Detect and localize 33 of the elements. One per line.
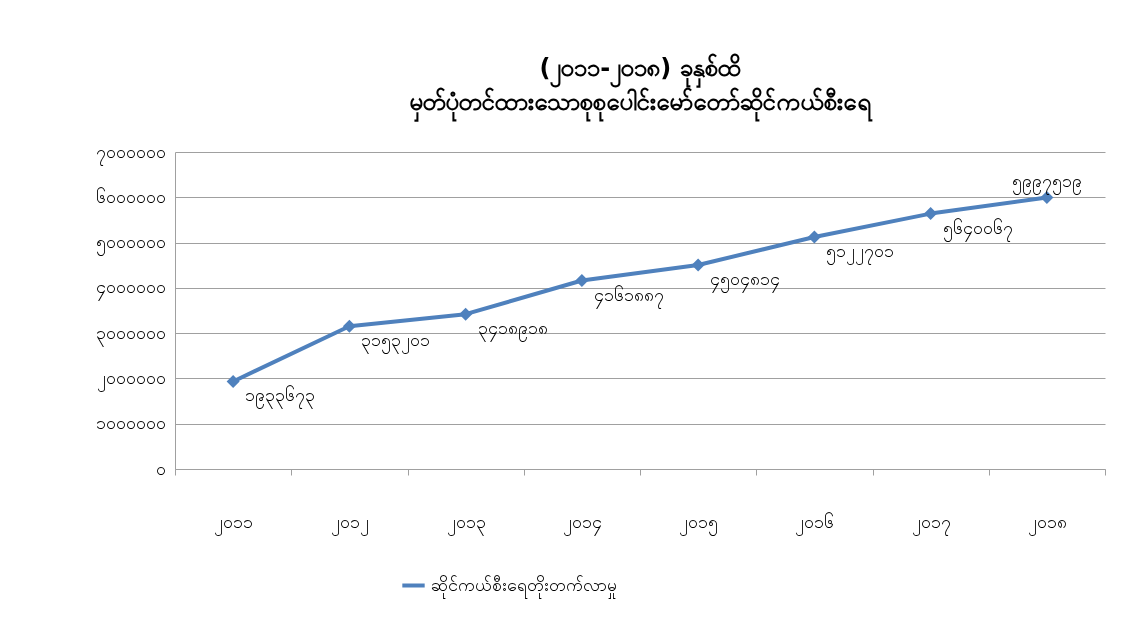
point — [342, 319, 356, 333]
legend-label: ဆိုင်ကယ်စီးရေတိုးတက်လာမှု — [431, 573, 617, 599]
data-label: ၄၅၀၄၈၁၄ — [710, 268, 781, 293]
x-tick-label: ၂၀၁၈ — [1027, 510, 1067, 536]
data-label: ၅၆၄၀၀၆၇ — [942, 216, 1013, 242]
data-label: ၅၁၂၂၇၀၁ — [826, 240, 895, 266]
data-label: ၃၁၅၃၂၀၁ — [361, 329, 431, 355]
data-label: ၃၄၁၈၉၁၈ — [477, 317, 548, 343]
data-label: ၁၉၃၃၆၇၃ — [245, 384, 316, 410]
point — [575, 274, 589, 288]
x-tick-label: ၂၀၁၃ — [446, 510, 486, 536]
y-tick-label: ၁၀၀၀၀၀၀ — [95, 412, 166, 434]
data-label: ၄၁၆၁၈၈၇ — [593, 283, 664, 309]
y-tick-label: ၃၀၀၀၀၀၀ — [95, 321, 166, 347]
y-tick-label: ၅၀၀၀၀၀၀ — [95, 231, 166, 257]
point — [226, 374, 240, 388]
x-tick-label: ၂၀၁၂ — [330, 510, 369, 536]
x-tick-label: ၂၀၁၄ — [562, 510, 602, 536]
x-tick-label: ၂၀၁၁ — [214, 510, 254, 536]
data-label: ၅၉၉၇၅၁၉ — [1011, 170, 1082, 196]
y-tick-label: ၇၀၀၀၀၀၀ — [95, 140, 166, 166]
point — [691, 258, 705, 272]
y-tick-label: ၄၀၀၀၀၀၀ — [95, 276, 166, 302]
y-tick-label: ၆၀၀၀၀၀၀ — [95, 185, 166, 207]
point — [459, 307, 473, 321]
y-tick-label: ၀ — [155, 457, 166, 479]
x-tick-label: ၂၀၁၇ — [911, 510, 951, 536]
y-tick-label: ၂၀၀၀၀၀၀ — [96, 366, 166, 392]
chart-title: (၂၀၁၁-၂၀၁၈) ခုနှစ်ထိ မှတ်ပုံတင်ထားသောစုစုပေါင်းမော်တော်ဆိုင်ကယ်စီးရေ — [409, 53, 873, 122]
point — [807, 230, 821, 244]
point — [924, 207, 938, 221]
x-tick-label: ၂၀၁၅ — [679, 510, 719, 536]
x-tick-label: ၂၀၁၆ — [795, 510, 835, 536]
